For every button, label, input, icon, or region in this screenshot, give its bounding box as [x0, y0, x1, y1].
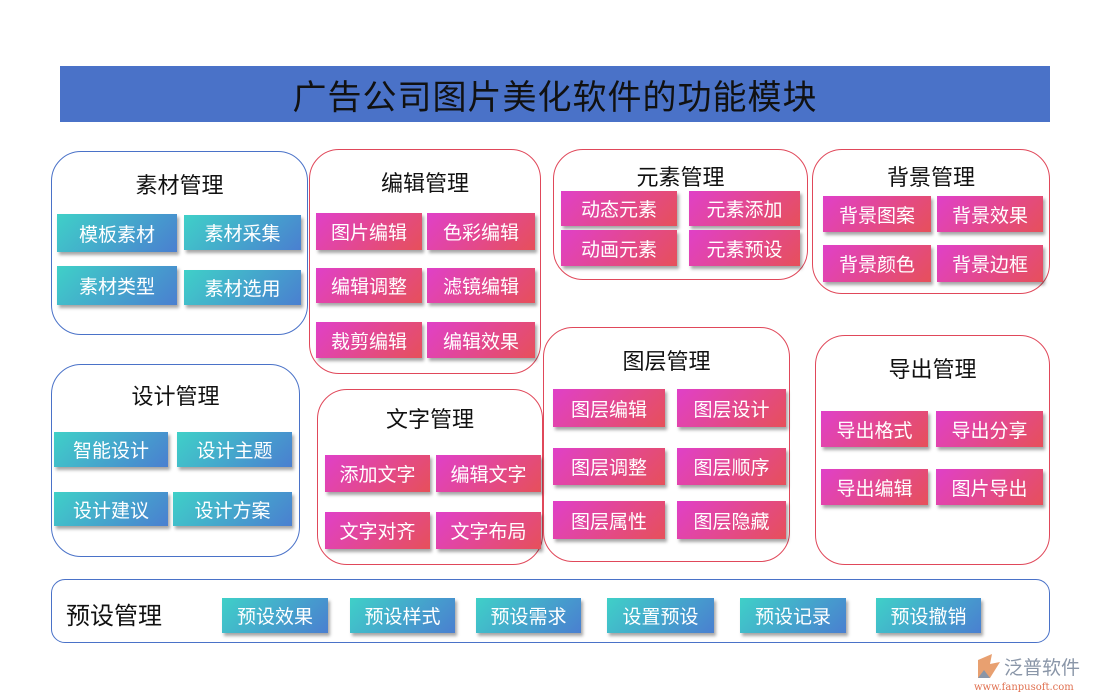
module-item-button[interactable]: 元素预设: [689, 230, 800, 266]
module-item-button[interactable]: 预设撤销: [876, 598, 981, 633]
module-item-button[interactable]: 预设记录: [740, 598, 846, 633]
fanpusoft-logo: 泛普软件 www.fanpusoft.com: [974, 654, 1080, 693]
module-item-button[interactable]: 背景效果: [937, 196, 1043, 232]
module-item-button[interactable]: 背景边框: [937, 245, 1043, 282]
module-group: 图层管理: [543, 327, 790, 562]
module-item-button[interactable]: 导出编辑: [821, 469, 928, 505]
module-group: 设计管理: [51, 364, 300, 557]
logo-name: 泛普软件: [1004, 657, 1080, 679]
module-item-button[interactable]: 图层顺序: [677, 448, 786, 485]
group-title: 编辑管理: [380, 172, 469, 197]
module-item-button[interactable]: 编辑效果: [427, 322, 535, 358]
module-item-button[interactable]: 预设效果: [222, 598, 328, 633]
module-item-button[interactable]: 设计建议: [54, 492, 168, 526]
module-item-button[interactable]: 图层隐藏: [677, 501, 786, 539]
module-item-button[interactable]: 设置预设: [607, 598, 714, 633]
module-item-button[interactable]: 图片编辑: [316, 213, 422, 250]
module-group: 素材管理: [51, 151, 308, 335]
module-item-button[interactable]: 导出分享: [936, 411, 1043, 447]
module-item-button[interactable]: 编辑文字: [436, 455, 541, 492]
group-title: 图层管理: [622, 350, 711, 375]
module-group: 元素管理: [553, 149, 808, 280]
module-item-button[interactable]: 图片导出: [936, 469, 1043, 505]
module-item-button[interactable]: 设计主题: [177, 432, 292, 467]
module-group: 文字管理: [317, 389, 543, 565]
module-group: 预设管理: [51, 579, 1050, 643]
module-item-button[interactable]: 编辑调整: [316, 268, 422, 303]
module-item-button[interactable]: 图层编辑: [553, 389, 665, 427]
group-title: 素材管理: [135, 174, 224, 199]
module-item-button[interactable]: 模板素材: [57, 214, 177, 252]
module-item-button[interactable]: 背景颜色: [823, 245, 931, 282]
module-item-button[interactable]: 设计方案: [173, 492, 292, 526]
module-item-button[interactable]: 智能设计: [54, 432, 168, 467]
module-item-button[interactable]: 素材类型: [57, 266, 177, 305]
module-item-button[interactable]: 滤镜编辑: [427, 268, 535, 303]
module-item-button[interactable]: 预设样式: [350, 598, 455, 633]
module-item-button[interactable]: 素材选用: [184, 270, 301, 305]
page-title: 广告公司图片美化软件的功能模块: [292, 77, 818, 118]
group-title: 导出管理: [888, 358, 977, 383]
module-item-button[interactable]: 动态元素: [561, 191, 677, 226]
title-banner: 广告公司图片美化软件的功能模块: [60, 66, 1050, 122]
module-item-button[interactable]: 图层设计: [677, 389, 786, 427]
module-item-button[interactable]: 文字布局: [436, 512, 541, 549]
module-item-button[interactable]: 元素添加: [689, 191, 800, 226]
module-item-button[interactable]: 素材采集: [184, 215, 301, 250]
module-item-button[interactable]: 图层调整: [553, 448, 665, 485]
group-title: 预设管理: [66, 602, 162, 630]
module-item-button[interactable]: 图层属性: [553, 501, 665, 539]
module-item-button[interactable]: 预设需求: [476, 598, 581, 633]
module-item-button[interactable]: 背景图案: [823, 196, 931, 232]
group-title: 文字管理: [385, 408, 474, 433]
module-item-button[interactable]: 文字对齐: [325, 512, 430, 549]
module-item-button[interactable]: 导出格式: [821, 411, 928, 447]
group-title: 元素管理: [636, 166, 725, 191]
group-title: 设计管理: [131, 385, 220, 410]
module-item-button[interactable]: 动画元素: [561, 230, 677, 266]
module-item-button[interactable]: 添加文字: [325, 455, 430, 492]
module-item-button[interactable]: 裁剪编辑: [316, 322, 422, 358]
module-item-button[interactable]: 色彩编辑: [427, 213, 535, 250]
module-group: 导出管理: [815, 335, 1050, 565]
module-group: 背景管理: [812, 149, 1050, 294]
module-group: 编辑管理: [309, 149, 541, 374]
logo-url: www.fanpusoft.com: [974, 682, 1074, 693]
group-title: 背景管理: [886, 166, 975, 191]
